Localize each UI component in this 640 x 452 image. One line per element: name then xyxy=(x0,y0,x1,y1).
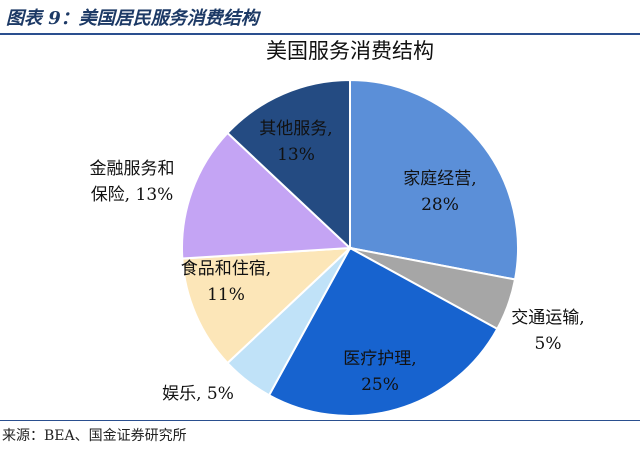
slice-value: 13% xyxy=(277,145,315,165)
pie-slice xyxy=(181,131,353,260)
source-note: 来源：BEA、国金证券研究所 xyxy=(2,428,187,444)
chart-title: 美国服务消费结构 xyxy=(266,39,434,63)
slice-name: 交通运输, xyxy=(511,308,585,328)
slice-name: 食品和住宿, xyxy=(180,259,272,279)
slice-label: 家庭经营, 28% xyxy=(385,166,495,218)
slice-label: 医疗护理, 25% xyxy=(325,346,435,398)
slice-value: 28% xyxy=(421,195,459,215)
slice-name: 娱乐, xyxy=(162,384,202,404)
figure-caption: 图表 9：美国居民服务消费结构 xyxy=(6,8,259,29)
slice-label: 其他服务, 13% xyxy=(241,116,351,168)
slice-label: 食品和住宿, 11% xyxy=(171,256,281,308)
slice-name: 医疗护理, xyxy=(343,349,417,369)
slice-value: 13% xyxy=(135,185,174,205)
slice-name: 金融服务和保险, xyxy=(89,159,175,205)
pie-slice xyxy=(267,246,499,418)
pie-slice xyxy=(349,78,519,281)
slice-value: 5% xyxy=(534,334,562,354)
source-rule xyxy=(0,420,640,421)
slice-value: 5% xyxy=(206,384,234,404)
pie-slice xyxy=(181,246,353,365)
slice-label: 交通运输, 5% xyxy=(508,305,588,357)
slice-label: 金融服务和保险, 13% xyxy=(86,156,178,208)
slice-value: 25% xyxy=(361,375,399,395)
slice-name: 家庭经营, xyxy=(403,169,477,189)
slice-label: 娱乐, 5% xyxy=(138,381,258,407)
pie-slice xyxy=(226,78,351,251)
slice-name: 其他服务, xyxy=(259,119,333,139)
caption-rule xyxy=(0,33,640,35)
slice-value: 11% xyxy=(207,285,245,305)
